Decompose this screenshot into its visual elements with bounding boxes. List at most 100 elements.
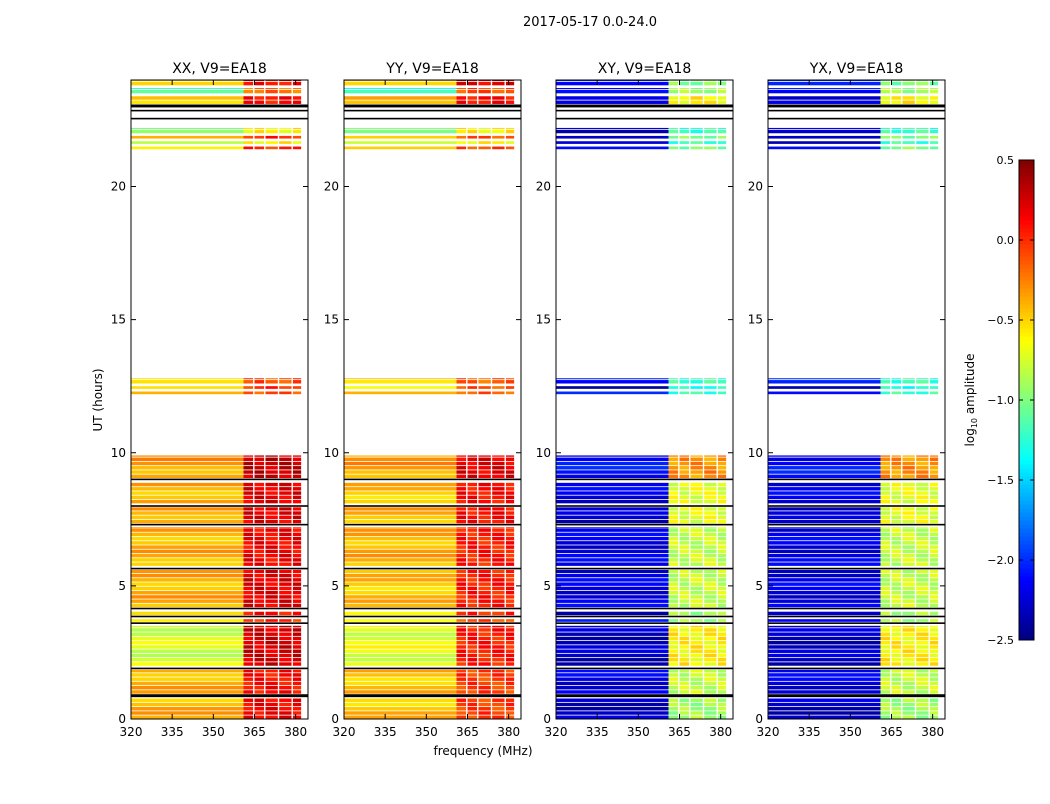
heatmap-cell	[891, 658, 902, 662]
heatmap-cell	[292, 482, 302, 487]
heatmap-cell	[344, 455, 457, 457]
heatmap-cell	[344, 96, 457, 100]
heatmap-cell	[478, 685, 491, 690]
heatmap-cell	[505, 81, 515, 86]
heatmap-cell	[292, 386, 302, 389]
heatmap-cell	[279, 482, 292, 487]
colorbar-segment	[1019, 556, 1034, 561]
heatmap-cell	[243, 466, 254, 470]
heatmap-cell	[929, 87, 939, 90]
heatmap-cell	[556, 482, 669, 487]
heatmap-cell	[279, 470, 292, 474]
heatmap-cell	[478, 474, 491, 479]
heatmap-cell	[891, 141, 902, 144]
heatmap-cell	[292, 636, 302, 641]
heatmap-cell	[916, 89, 929, 94]
heatmap-cell	[690, 466, 703, 470]
heatmap-cell	[891, 89, 902, 94]
colorbar-segment	[1019, 368, 1034, 373]
heatmap-cell	[690, 673, 703, 677]
heatmap-cell	[131, 457, 244, 462]
heatmap-cell	[292, 380, 302, 384]
heatmap-cell	[292, 391, 302, 395]
heatmap-cell	[880, 628, 891, 632]
heatmap-cell	[254, 632, 265, 636]
heatmap-cell	[768, 673, 881, 677]
colorbar-segment	[1019, 464, 1034, 469]
heatmap-cell	[265, 645, 278, 649]
heatmap-cell	[717, 611, 727, 616]
heatmap-cell	[279, 135, 292, 139]
heatmap-cell	[492, 127, 505, 129]
heatmap-cell	[704, 511, 717, 515]
heatmap-cell	[456, 632, 467, 636]
heatmap-cell	[717, 545, 727, 549]
heatmap-cell	[668, 511, 679, 515]
heatmap-cell	[768, 135, 881, 139]
heatmap-cell	[717, 386, 727, 389]
heatmap-cell	[467, 590, 478, 595]
heatmap-cell	[929, 707, 939, 711]
heatmap-cell	[679, 491, 690, 495]
heatmap-cell	[556, 586, 669, 591]
heatmap-cell	[254, 673, 265, 677]
heatmap-cell	[344, 558, 457, 562]
colorbar-segment	[1019, 496, 1034, 501]
colorbar-segment	[1019, 164, 1034, 169]
heatmap-cell	[902, 632, 915, 636]
heatmap-cell	[456, 87, 467, 90]
heatmap-cell	[768, 669, 881, 673]
heatmap-cell	[456, 711, 467, 715]
heatmap-cell	[556, 628, 669, 632]
heatmap-cell	[492, 491, 505, 495]
heatmap-cell	[880, 649, 891, 653]
heatmap-cell	[243, 507, 254, 511]
colorbar-segment	[1019, 272, 1034, 277]
heatmap-cell	[891, 549, 902, 554]
heatmap-cell	[556, 507, 669, 511]
flagged-row-line	[768, 478, 945, 481]
colorbar-segment	[1019, 428, 1034, 433]
heatmap-cell	[456, 690, 467, 694]
heatmap-cell	[929, 455, 939, 457]
heatmap-cell	[467, 569, 478, 574]
heatmap-cell	[704, 649, 717, 653]
heatmap-cell	[768, 491, 881, 495]
heatmap-cell	[254, 532, 265, 537]
heatmap-cell	[668, 707, 679, 711]
heatmap-cell	[478, 715, 491, 719]
heatmap-cell	[254, 80, 265, 82]
heatmap-cell	[478, 87, 491, 90]
flagged-row-line	[768, 622, 945, 624]
heatmap-cell	[916, 461, 929, 466]
colorbar: 0.50.0−0.5−1.0−1.5−2.0−2.5	[987, 154, 1035, 647]
colorbar-segment	[1019, 608, 1034, 613]
heatmap-cell	[717, 595, 727, 599]
heatmap-cell	[556, 378, 669, 380]
heatmap-cell	[704, 669, 717, 673]
heatmap-cell	[254, 87, 265, 90]
heatmap-cell	[492, 141, 505, 144]
y-tick-label: 20	[536, 180, 551, 194]
heatmap-cell	[243, 474, 254, 479]
x-tick-label: 335	[798, 725, 821, 739]
heatmap-cell	[880, 603, 891, 608]
heatmap-cell	[478, 491, 491, 495]
heatmap-cell	[916, 386, 929, 389]
flagged-row-line	[344, 109, 521, 112]
heatmap-cell	[679, 611, 690, 616]
heatmap-cell	[690, 573, 703, 578]
heatmap-cell	[131, 690, 244, 694]
heatmap-cell	[478, 573, 491, 578]
heatmap-cell	[717, 619, 727, 622]
x-tick-label: 365	[880, 725, 903, 739]
heatmap-cell	[556, 685, 669, 690]
heatmap-cell	[902, 499, 915, 504]
x-tick-label: 350	[202, 725, 225, 739]
heatmap-cell	[668, 527, 679, 529]
heatmap-cell	[690, 677, 703, 681]
heatmap-cell	[492, 619, 505, 622]
heatmap-cell	[492, 461, 505, 466]
heatmap-cell	[478, 632, 491, 636]
